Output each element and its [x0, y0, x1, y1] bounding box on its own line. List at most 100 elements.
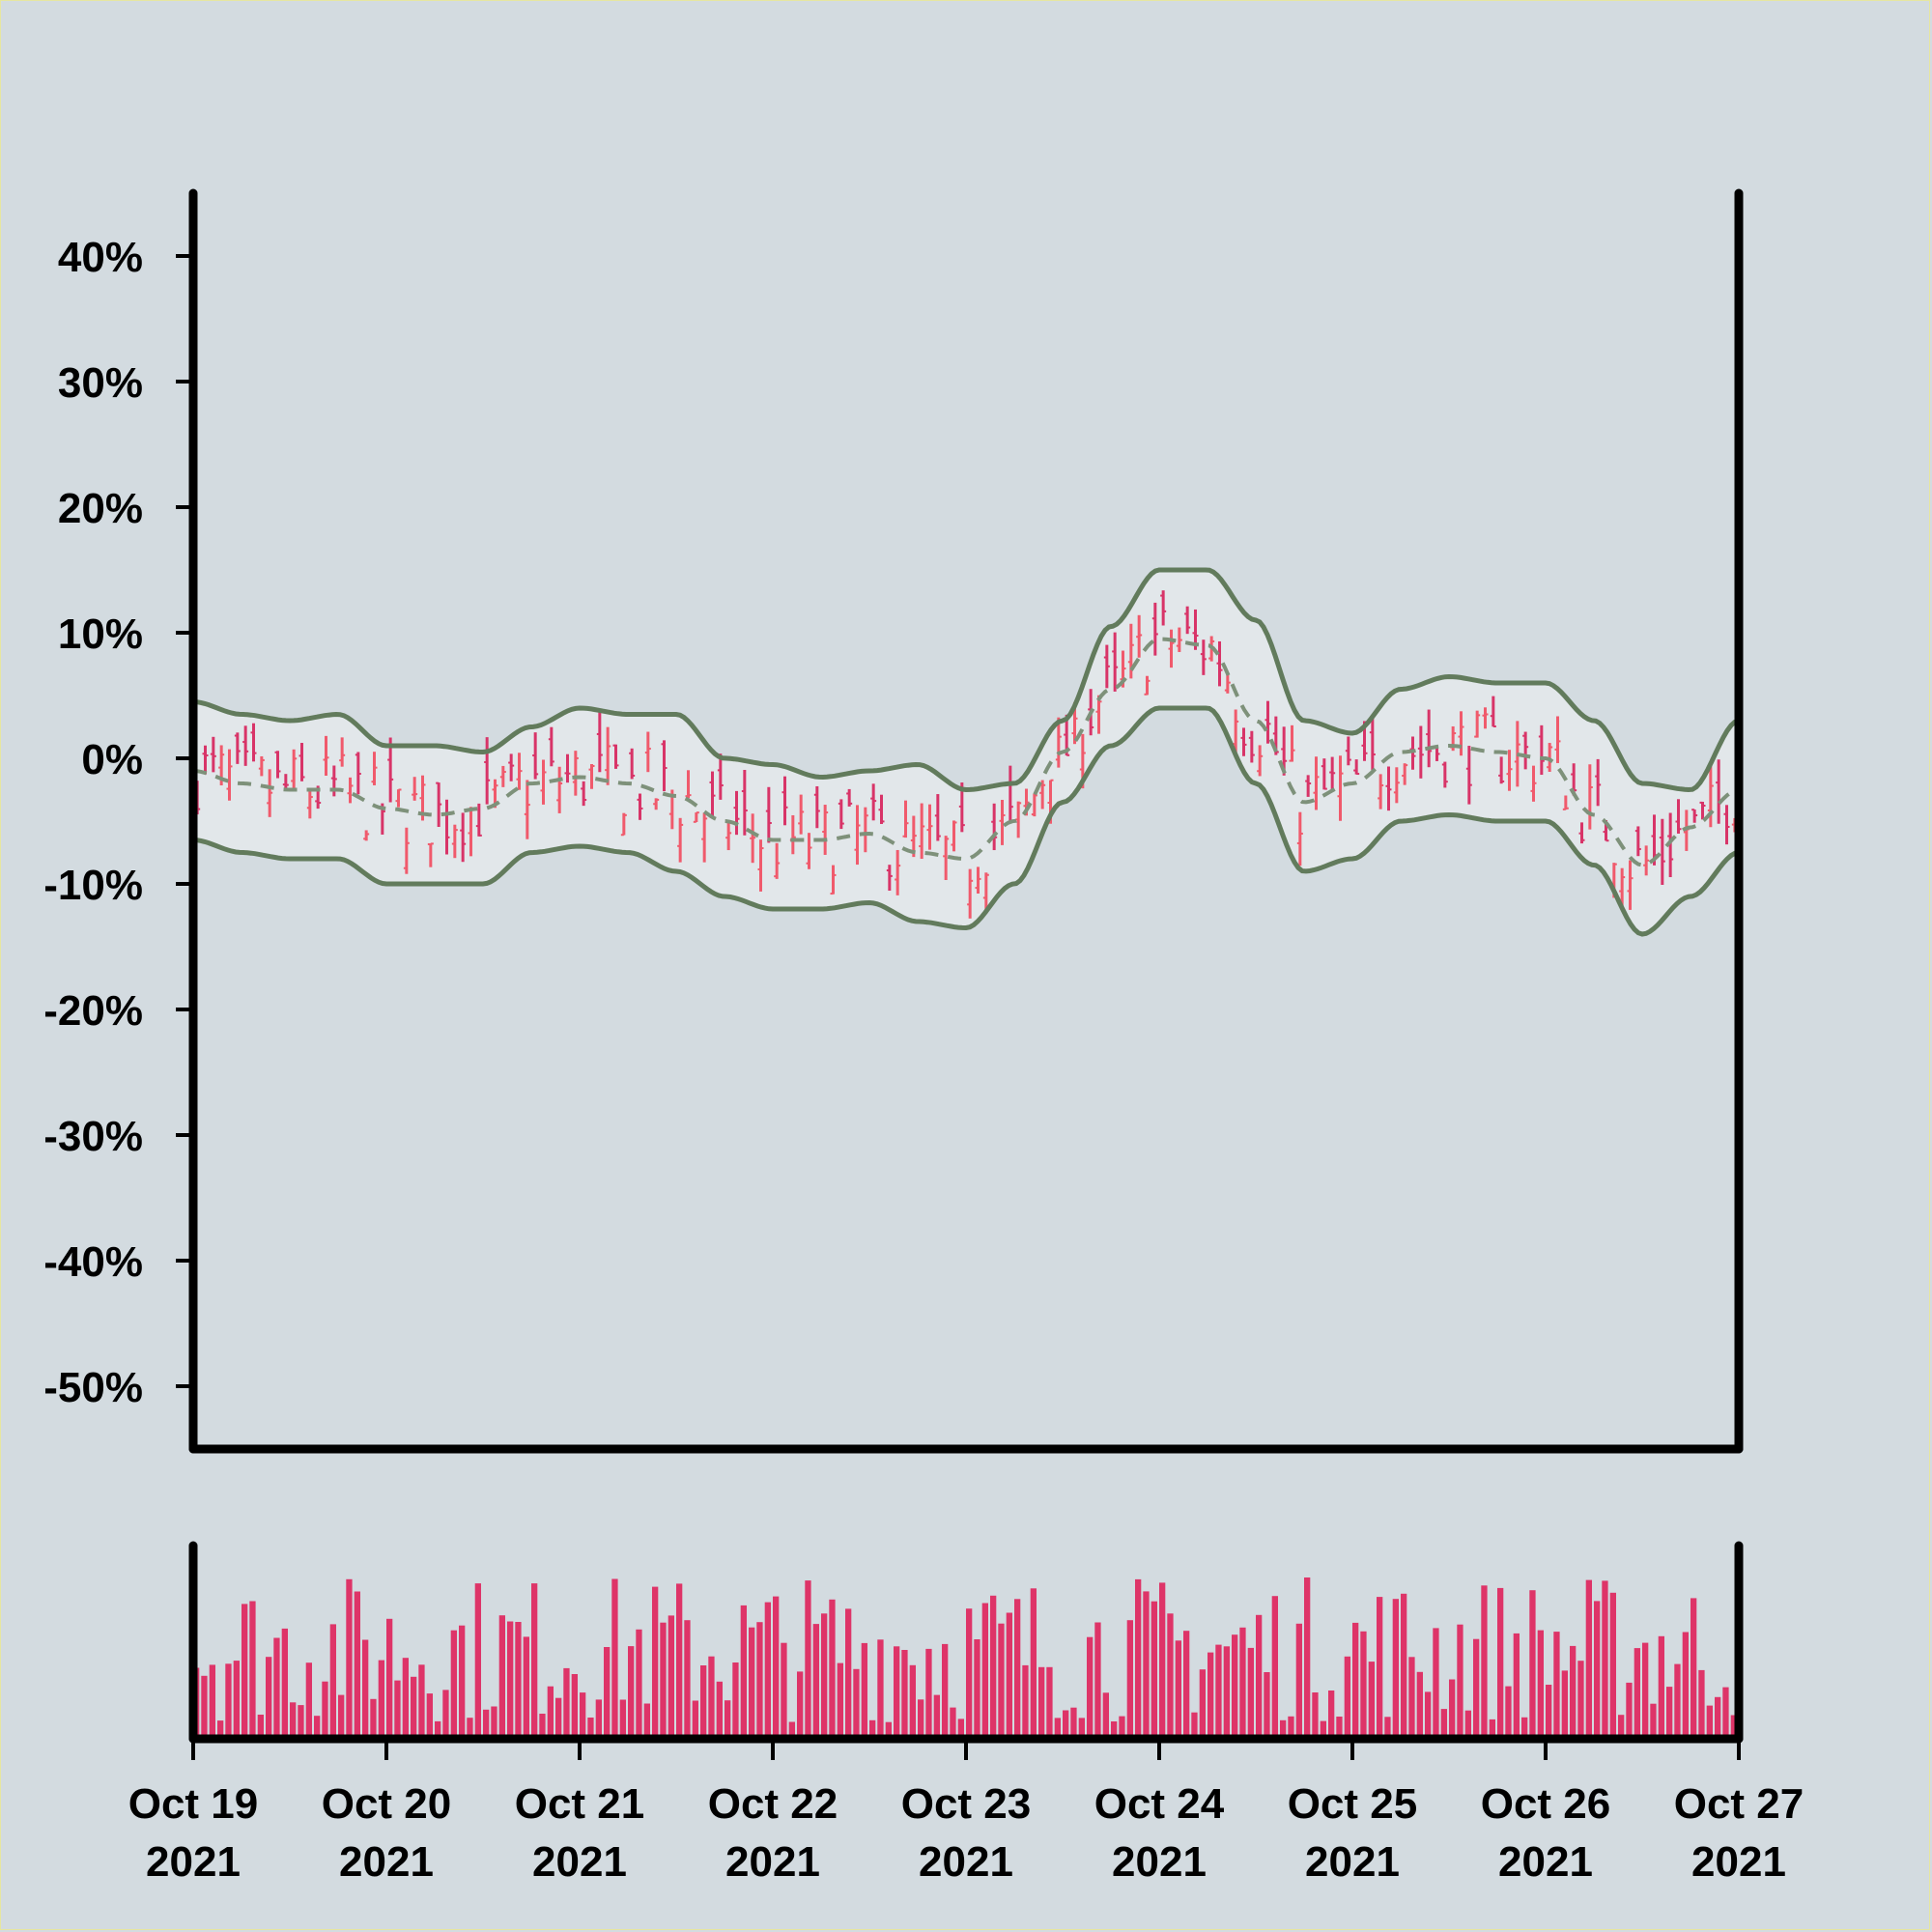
volume-bar	[925, 1648, 932, 1739]
ohlc-bar	[596, 711, 603, 773]
ohlc-bar	[540, 759, 547, 805]
volume-bar	[974, 1639, 980, 1739]
volume-bar	[1577, 1661, 1584, 1739]
ohlc-bar	[548, 726, 554, 767]
volume-bar	[966, 1608, 973, 1739]
volume-bar	[636, 1629, 642, 1739]
ohlc-bar	[1659, 818, 1665, 885]
volume-bar	[257, 1715, 264, 1739]
volume-bar	[812, 1624, 819, 1739]
volume-bar	[467, 1718, 473, 1739]
volume-bar	[788, 1721, 795, 1739]
volume-bar	[1151, 1601, 1157, 1739]
ohlc-bar	[516, 753, 523, 790]
volume-bar	[861, 1642, 867, 1739]
bollinger-lines-layer	[192, 567, 1740, 937]
volume-bar	[619, 1699, 626, 1739]
ohlc-bar	[1176, 627, 1182, 652]
volume-bar	[386, 1618, 393, 1739]
ohlc-bar	[644, 731, 651, 773]
ohlc-bar	[234, 732, 241, 764]
y-axis-ticks: 40% 30% 20% 10% 0% -10% -20% -30% -40% -50%	[43, 234, 193, 1411]
ohlc-bar	[1095, 695, 1102, 734]
volume-bar	[1408, 1657, 1415, 1739]
x-tick-label-date: Oct 23	[901, 1780, 1032, 1828]
ohlc-bar	[1619, 867, 1626, 908]
ohlc-bar	[1547, 743, 1553, 772]
y-tick-label: 10%	[58, 611, 143, 658]
ohlc-bar	[605, 726, 611, 785]
y-tick-label: 0%	[81, 736, 143, 783]
volume-bar	[869, 1719, 876, 1739]
ohlc-bar	[1538, 724, 1545, 776]
volume-bar	[547, 1686, 554, 1739]
volume-bar	[805, 1580, 811, 1739]
volume-bar	[998, 1623, 1005, 1739]
volume-bar	[442, 1690, 449, 1739]
volume-bar	[394, 1680, 401, 1739]
ohlc-bar	[475, 803, 482, 837]
volume-bar	[1392, 1599, 1399, 1739]
volume-bar	[411, 1676, 417, 1739]
volume-bar	[716, 1681, 723, 1739]
volume-bar	[217, 1720, 224, 1739]
volume-bar	[1537, 1630, 1544, 1739]
ohlc-bar	[499, 765, 506, 787]
volume-bar	[1440, 1709, 1447, 1739]
ohlc-bar	[926, 804, 933, 850]
ohlc-bar	[709, 771, 716, 817]
volume-bar	[1634, 1648, 1640, 1739]
volume-bar	[797, 1671, 804, 1739]
ohlc-bar	[1474, 710, 1481, 738]
volume-bar	[1183, 1631, 1190, 1739]
ohlc-bar	[581, 781, 587, 807]
ohlc-bar	[460, 812, 467, 863]
ohlc-bar	[1240, 727, 1247, 756]
ohlc-bar	[1329, 756, 1336, 791]
volume-bar	[1433, 1628, 1439, 1739]
y-tick-label: -30%	[43, 1113, 143, 1160]
volume-bar	[829, 1599, 836, 1739]
ohlc-bar	[1426, 709, 1433, 768]
volume-bar	[1135, 1578, 1142, 1739]
volume-bar	[426, 1693, 433, 1739]
volume-bar	[1682, 1632, 1689, 1739]
ohlc-bar	[999, 800, 1006, 845]
ohlc-bar	[886, 865, 893, 892]
ohlc-bar	[1506, 750, 1513, 791]
ohlc-bar	[854, 805, 861, 866]
y-tick-label: -50%	[43, 1364, 143, 1411]
volume-bar	[1529, 1590, 1536, 1739]
ohlc-bar	[588, 764, 595, 789]
volume-bar	[1070, 1707, 1077, 1739]
volume-bar	[266, 1657, 272, 1739]
ohlc-bar	[1313, 756, 1320, 810]
ohlc-bar	[1691, 809, 1698, 823]
volume-bar	[604, 1647, 611, 1739]
ohlc-bar	[436, 781, 442, 828]
volume-bar	[1481, 1585, 1488, 1739]
volume-bar	[1585, 1579, 1592, 1739]
ohlc-bar	[371, 752, 378, 785]
volume-bar	[837, 1662, 843, 1739]
volume-bar	[668, 1615, 674, 1739]
volume-bar	[1690, 1598, 1697, 1739]
ohlc-bar	[339, 737, 346, 767]
volume-bar	[1336, 1717, 1343, 1739]
x-tick-label-year: 2021	[146, 1838, 241, 1886]
x-tick-label-year: 2021	[1498, 1838, 1593, 1886]
x-tick-label-date: Oct 20	[322, 1780, 452, 1828]
ohlc-bar	[765, 786, 772, 843]
ohlc-bar	[274, 751, 281, 779]
ohlc-bar	[637, 793, 643, 820]
volume-bar	[1191, 1712, 1198, 1739]
volume-bar	[1658, 1635, 1664, 1739]
volume-bar	[676, 1583, 683, 1739]
volume-bar	[981, 1603, 988, 1739]
ohlc-bar	[781, 776, 788, 826]
ohlc-bar	[1667, 812, 1674, 878]
volume-bar	[1425, 1691, 1432, 1739]
x-tick-label-date: Oct 21	[515, 1780, 645, 1828]
x-tick-label-date: Oct 19	[128, 1780, 259, 1828]
